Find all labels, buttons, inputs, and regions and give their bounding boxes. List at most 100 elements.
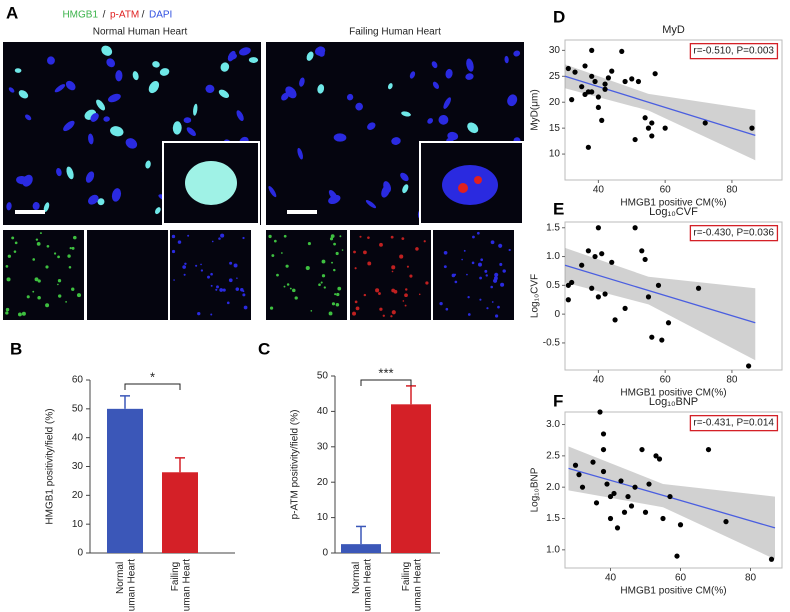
stain-dot — [393, 289, 398, 294]
stain-dot — [35, 238, 39, 241]
nucleus — [299, 77, 305, 87]
point — [674, 553, 680, 559]
nucleus — [103, 116, 110, 122]
y-tick-label: 20 — [317, 477, 329, 488]
point — [655, 282, 662, 288]
stain-dot — [463, 249, 466, 252]
inset-spot — [458, 183, 468, 193]
point — [602, 86, 608, 92]
stain-dot — [13, 250, 17, 253]
nucleus — [281, 92, 289, 101]
stain-dot — [36, 242, 41, 246]
point — [579, 84, 585, 90]
stain-dot — [216, 285, 219, 289]
fit-line — [564, 75, 756, 137]
stain-dot — [268, 234, 272, 239]
stain-dot — [219, 288, 224, 292]
point — [600, 431, 607, 437]
point — [589, 89, 595, 95]
y-tick-label: 0.5 — [546, 280, 560, 291]
x-tick-label: 80 — [726, 375, 738, 386]
x-axis-label: HMGB1 positive CM(%) — [620, 586, 726, 597]
point — [592, 253, 598, 260]
stain-dot — [45, 265, 49, 269]
point — [622, 305, 628, 311]
bar — [341, 544, 381, 553]
x-tick-label: 40 — [593, 375, 605, 386]
stain-dot — [195, 264, 198, 267]
stain-dot — [484, 269, 488, 273]
y-tick-label: 10 — [549, 149, 561, 160]
nucleus — [402, 184, 409, 194]
stain-dot — [478, 262, 482, 267]
stain-dot — [492, 278, 498, 283]
x-tick-label: 40 — [605, 573, 617, 584]
bar — [162, 472, 198, 553]
nucleus — [236, 110, 244, 121]
separator: / — [142, 10, 145, 21]
micrograph-strip — [87, 230, 168, 320]
nucleus — [387, 83, 393, 90]
nucleus — [90, 112, 99, 122]
stain-dot — [354, 267, 357, 270]
panel-label: A — [6, 3, 18, 22]
nucleus — [115, 70, 123, 82]
point — [597, 409, 603, 415]
stain-dot — [280, 252, 283, 254]
stain-dot — [285, 264, 289, 268]
stain-dot — [405, 288, 408, 291]
y-tick-label: 20 — [72, 490, 84, 501]
stain-dot — [415, 247, 419, 251]
inset-nucleus — [442, 165, 498, 205]
scale-bar — [15, 210, 45, 214]
stain-dot — [173, 279, 175, 281]
nucleus — [56, 167, 62, 177]
nucleus — [447, 131, 459, 141]
point — [632, 136, 638, 143]
stat-annotation: r=-0.430, P=0.036 — [693, 228, 774, 239]
stain-dot — [485, 274, 488, 277]
stain-dot — [305, 265, 310, 271]
confidence-band — [568, 446, 775, 560]
x-tick-label: 60 — [660, 185, 672, 196]
bar — [107, 408, 143, 553]
nucleus — [227, 50, 236, 62]
nucleus — [193, 103, 198, 116]
point — [768, 556, 775, 562]
stain-dot — [197, 311, 201, 316]
x-tick-label: Failing Human Heart — [401, 559, 424, 612]
stain-dot — [476, 231, 480, 235]
stat-box — [689, 42, 779, 60]
nucleus — [507, 94, 518, 107]
nucleus — [248, 57, 259, 63]
nucleus — [111, 188, 122, 202]
stain-dot — [404, 304, 407, 307]
point — [746, 363, 752, 369]
stain-dot — [461, 258, 463, 261]
nucleus — [443, 97, 451, 109]
stain-dot — [443, 250, 448, 255]
point — [645, 125, 652, 131]
stain-dot — [499, 262, 503, 266]
nucleus — [65, 80, 76, 91]
nucleus — [88, 194, 99, 205]
stain-dot — [21, 311, 26, 316]
nucleus — [54, 84, 66, 93]
stain-dot — [26, 295, 30, 299]
panel-label: C — [258, 339, 270, 358]
stain-dot — [418, 293, 421, 296]
fit-line — [568, 467, 776, 529]
stain-dot — [183, 273, 186, 276]
stat-box — [689, 224, 779, 242]
nucleus — [172, 121, 182, 135]
y-tick-label: 0 — [77, 548, 83, 559]
point — [582, 63, 588, 69]
nucleus — [297, 147, 303, 160]
nucleus — [365, 200, 377, 209]
stain-dot — [68, 266, 72, 269]
stain-dot — [502, 269, 506, 273]
nucleus — [63, 120, 75, 132]
stain-dot — [200, 263, 202, 266]
stain-dot — [222, 288, 226, 292]
point — [595, 294, 601, 300]
